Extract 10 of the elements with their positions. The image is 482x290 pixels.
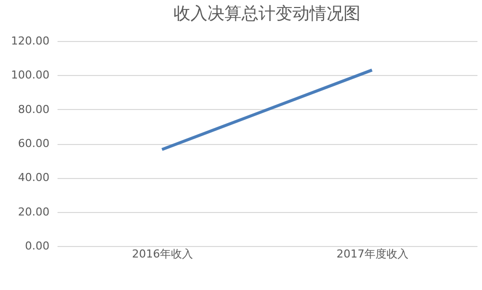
y-tick-label: 60.00: [18, 137, 50, 150]
x-tick-label: 2016年收入: [132, 248, 193, 260]
y-tick-label: 0.00: [25, 240, 50, 252]
y-tick-label: 20.00: [18, 205, 50, 218]
y-tick-label: 80.00: [18, 102, 50, 116]
x-tick-label: 2017年度收入: [336, 248, 408, 260]
y-tick-label: 100.00: [11, 68, 50, 82]
y-tick-label: 40.00: [18, 171, 50, 184]
chart-title: 收入决算总计变动情况图: [174, 4, 360, 24]
y-tick-label: 120.00: [11, 34, 50, 48]
